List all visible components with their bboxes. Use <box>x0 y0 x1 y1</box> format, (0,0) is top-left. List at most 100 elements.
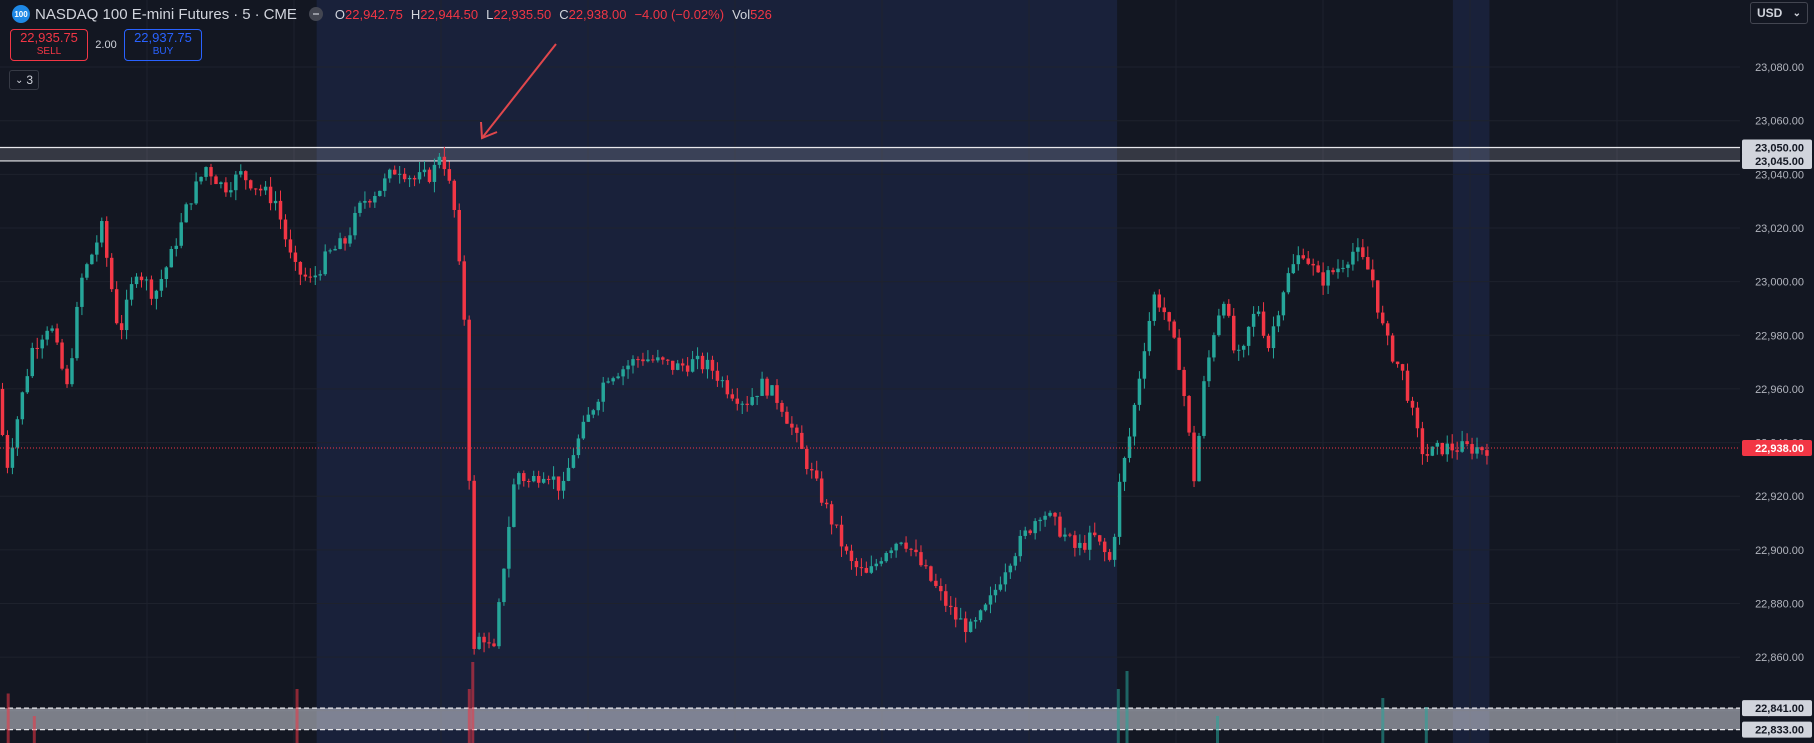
candle-body <box>1028 530 1032 534</box>
candle <box>1043 511 1047 527</box>
low-value: 22,935.50 <box>493 6 552 22</box>
candle <box>829 500 834 535</box>
candle <box>422 161 427 177</box>
zone-fill <box>0 708 1740 730</box>
candle <box>670 360 675 375</box>
candle-body <box>70 358 74 385</box>
buy-label: BUY <box>152 46 174 57</box>
candle <box>1336 259 1340 279</box>
candle <box>1356 238 1360 262</box>
candle <box>392 165 397 175</box>
candle-body <box>159 279 164 291</box>
candle <box>601 376 605 412</box>
candle-body <box>318 274 322 276</box>
candle-body <box>189 203 193 205</box>
candle-body <box>661 357 665 360</box>
zone-top-label-bg <box>1742 139 1812 156</box>
candle-body <box>1286 273 1291 293</box>
candle <box>1112 533 1117 567</box>
chart-grid <box>0 0 1740 743</box>
candle <box>1480 446 1484 455</box>
candle-body <box>1306 258 1310 264</box>
symbol-name[interactable]: NASDAQ 100 E-mini Futures <box>35 5 230 23</box>
sell-button[interactable]: 22,935.75 SELL <box>10 29 88 61</box>
candle-body <box>934 580 938 586</box>
interval[interactable]: 5 <box>242 5 251 23</box>
candle-body <box>383 178 387 191</box>
symbol-logo[interactable]: 100 <box>12 5 30 23</box>
candle-body <box>1371 269 1375 281</box>
candle <box>512 478 516 528</box>
candle <box>1177 329 1181 371</box>
candle <box>924 559 928 569</box>
candle <box>1445 435 1449 462</box>
candle-body <box>874 563 879 567</box>
candle <box>129 277 134 306</box>
candle <box>1316 260 1320 274</box>
candle-body <box>1311 263 1315 266</box>
candle <box>1440 442 1445 457</box>
candle-body <box>1395 361 1400 365</box>
candle-body <box>278 200 283 220</box>
candle-body <box>601 382 605 402</box>
candle <box>963 611 968 643</box>
candle-body <box>591 410 596 415</box>
buy-button[interactable]: 22,937.75 BUY <box>124 29 202 61</box>
candle <box>1405 363 1410 404</box>
candle <box>874 558 879 571</box>
market-status-icon[interactable] <box>308 7 323 21</box>
currency-select[interactable]: USD ⌄ <box>1750 2 1808 24</box>
candle-body <box>204 167 208 177</box>
candle-body <box>909 548 913 550</box>
candle-body <box>1058 516 1062 537</box>
candle <box>90 253 94 265</box>
candle <box>179 213 183 249</box>
candle <box>487 632 491 649</box>
candle <box>695 347 700 370</box>
candle-body <box>800 432 804 449</box>
indicators-toggle[interactable]: ⌄ 3 <box>9 70 40 90</box>
candle-body <box>1375 280 1380 313</box>
candle-body <box>477 636 481 649</box>
candle <box>139 272 144 288</box>
candle-body <box>849 550 854 562</box>
candle <box>25 368 30 394</box>
candle-body <box>75 306 79 359</box>
candle-body <box>397 173 402 175</box>
volume-value: 526 <box>750 6 772 22</box>
candle-body <box>313 275 318 278</box>
candle <box>705 352 710 379</box>
candle <box>338 232 342 250</box>
candle <box>1321 262 1325 295</box>
candle-body <box>919 552 923 566</box>
candle <box>169 246 174 268</box>
candle <box>661 356 665 365</box>
candle-body <box>1480 447 1484 451</box>
candle-body <box>402 173 407 180</box>
candle <box>159 269 164 298</box>
candle-body <box>80 277 84 307</box>
candle-body <box>35 347 39 349</box>
candle-body <box>690 359 695 372</box>
candle-body <box>487 642 491 644</box>
candle-body <box>15 419 20 448</box>
candle-body <box>824 502 829 505</box>
candle-body <box>745 403 749 405</box>
candle-body <box>174 245 178 249</box>
candle-body <box>1266 335 1271 349</box>
candle-body <box>740 403 744 405</box>
candle-body <box>978 610 983 621</box>
candle-body <box>1177 337 1181 370</box>
candle-body <box>1361 247 1365 258</box>
candle <box>1152 291 1157 326</box>
candle-body <box>462 261 466 320</box>
candle <box>720 376 725 388</box>
candle <box>1420 421 1425 465</box>
candle <box>219 181 223 189</box>
candle <box>854 557 859 576</box>
candle-body <box>60 342 64 369</box>
candle <box>522 470 526 487</box>
candle <box>1306 251 1310 266</box>
volume-bar <box>1125 671 1129 743</box>
